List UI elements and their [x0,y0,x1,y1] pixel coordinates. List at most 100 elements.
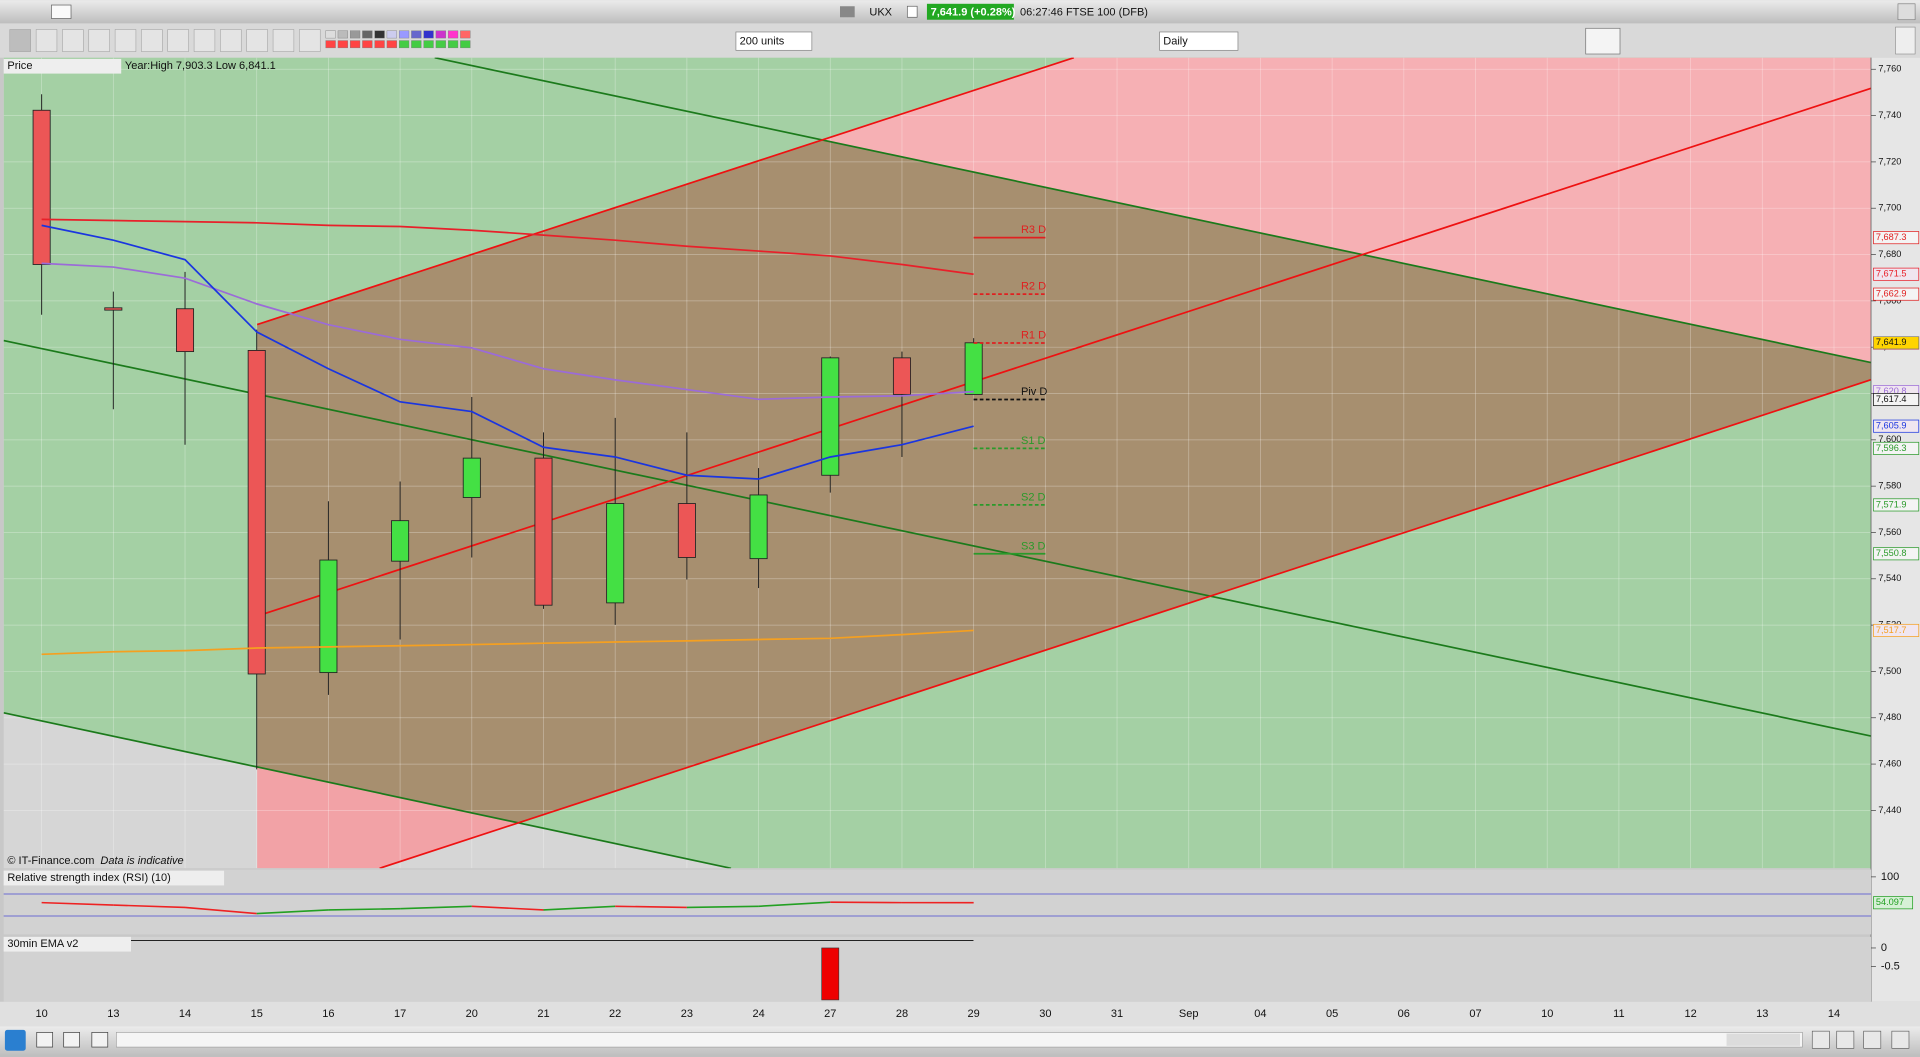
panel-header [3,936,132,952]
toolbar-button[interactable] [36,1032,54,1048]
zoom-button[interactable] [1863,1030,1882,1049]
color-swatch[interactable] [325,30,336,39]
y-tick-label: 7,600 [1878,434,1901,444]
scroll-thumb[interactable] [1726,1033,1800,1046]
color-swatch[interactable] [362,40,373,49]
trend-line [3,339,1872,737]
price-tag-label: 7,662.9 [1876,289,1907,299]
pivot-label: R2 D [1021,281,1046,293]
size-select[interactable] [735,31,813,51]
tool-button[interactable] [246,29,268,52]
tool-button[interactable] [167,29,189,52]
y-tick-label: 7,540 [1878,573,1901,583]
color-swatch[interactable] [411,30,422,39]
price-tag [1873,287,1920,301]
price-tag-label: 7,550.8 [1876,548,1907,558]
price-tag [1873,441,1920,455]
bar [821,947,840,1001]
color-swatch[interactable] [386,40,397,49]
trend-line [379,378,1872,869]
candle-body [677,503,696,558]
info-icon[interactable] [906,5,918,18]
zoom-button[interactable] [1836,1030,1855,1049]
color-swatch[interactable] [447,40,459,49]
price-tag-label: 7,596.3 [1876,443,1907,453]
tool-button[interactable] [88,29,110,52]
color-swatch[interactable] [435,40,446,49]
y-tick-label: 0 [1881,942,1887,954]
candle-body [391,520,410,562]
color-swatch[interactable] [337,40,348,49]
x-axis-labels: 10 13 14 15 16 17 20 21 22 23 24 27 28 29 30 31 Sep 04 05 0… [35,1008,1840,1020]
rsi-line [615,905,687,909]
tool-button[interactable] [9,29,31,52]
color-swatch[interactable] [362,30,373,39]
moving-average [41,262,974,401]
x-tick-label: Sep [1179,1008,1199,1020]
tool-button[interactable] [62,29,84,52]
color-swatch[interactable] [460,30,471,39]
color-swatch[interactable] [337,30,348,39]
price-tag-label: 7,571.9 [1876,499,1907,509]
price-plot: R3 D R2 D R1 D Piv D S1 D S2 D S3 D [32,94,1047,770]
x-tick-label: 14 [1828,1008,1840,1020]
x-tick-label: 10 [1541,1008,1553,1020]
color-swatch[interactable] [350,30,361,39]
color-swatch[interactable] [460,40,471,49]
color-swatch[interactable] [386,30,397,39]
color-swatch[interactable] [435,30,446,39]
color-swatch[interactable] [399,40,410,49]
color-swatch[interactable] [423,30,434,39]
panel-toggle[interactable] [1895,26,1916,55]
color-swatch[interactable] [423,40,434,49]
candle-body [534,457,553,606]
window-button[interactable] [1897,3,1916,21]
x-tick-label: 30 [1039,1008,1051,1020]
price-tag-label: 7,605.9 [1876,421,1907,431]
tool-button[interactable] [193,29,216,52]
color-swatch[interactable] [411,40,422,49]
trend-line [434,57,1872,364]
toolbar-button[interactable] [91,1032,109,1048]
panel-header [3,870,225,886]
scrollbar[interactable] [116,1032,1803,1048]
x-tick-label: 20 [466,1008,478,1020]
x-tick-label: 13 [1756,1008,1768,1020]
zoom-button[interactable] [1891,1030,1910,1049]
chart-type-button[interactable] [1585,27,1621,55]
y-tick-label: 7,680 [1878,249,1901,259]
tool-button[interactable] [35,29,58,52]
ema-plot: 30min EMA v2 0 -0.5 [7,938,1900,1001]
y-tick-label: 7,740 [1878,110,1901,120]
keyboard-icon[interactable] [51,4,72,19]
link-icon[interactable] [840,6,855,18]
color-swatch[interactable] [350,40,361,49]
tool-group [9,29,471,52]
zoom-button[interactable] [1811,1030,1830,1049]
tool-button[interactable] [299,29,321,52]
x-tick-label: 22 [609,1008,621,1020]
x-tick-label: 31 [1111,1008,1123,1020]
panel-title: Price [7,60,32,72]
interval-select[interactable] [1159,31,1239,51]
share-button[interactable] [4,1029,26,1051]
tool-button[interactable] [141,29,163,52]
color-swatch[interactable] [374,40,385,49]
tool-button[interactable] [220,29,242,52]
color-swatch[interactable] [325,40,336,49]
color-swatch[interactable] [399,30,410,39]
toolbar-button[interactable] [63,1032,80,1048]
color-swatch[interactable] [447,30,459,39]
rsi-line [400,905,472,910]
trend-line [3,711,732,869]
price-tag [1873,231,1920,245]
tool-button[interactable] [114,29,137,52]
moving-average [41,629,974,656]
x-tick-label: 21 [537,1008,549,1020]
pivot-label: S3 D [1021,540,1046,552]
rsi-line [256,909,329,915]
status: 06:27:46 FTSE 100 (DFB) [1020,6,1148,18]
color-swatch[interactable] [374,30,385,39]
tool-button[interactable] [272,29,295,52]
candle-body [462,457,481,498]
